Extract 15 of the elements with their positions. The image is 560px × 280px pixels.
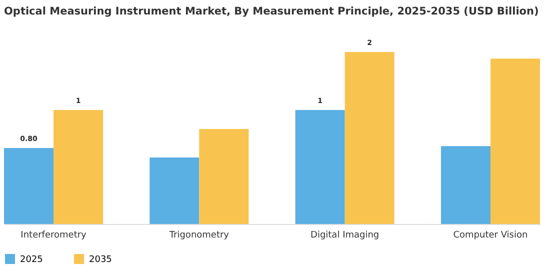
chart-title: Optical Measuring Instrument Market, By Measurement Principle, 2025-2035 (USD Billion)	[4, 6, 539, 18]
legend-label: 2025	[20, 255, 43, 265]
x-tick-label: Digital Imaging	[310, 230, 380, 240]
bar	[199, 128, 249, 224]
bar	[4, 148, 54, 224]
legend-label: 2035	[89, 255, 112, 265]
bar	[490, 58, 540, 224]
bar	[344, 52, 394, 224]
bar	[54, 110, 104, 224]
bar	[150, 157, 200, 224]
x-tick-label: Interferometry	[20, 230, 88, 240]
x-tick-label: Computer Vision	[453, 230, 528, 240]
x-tick-label: Trigonometry	[168, 230, 230, 240]
bar	[295, 110, 345, 224]
bar	[440, 146, 490, 224]
